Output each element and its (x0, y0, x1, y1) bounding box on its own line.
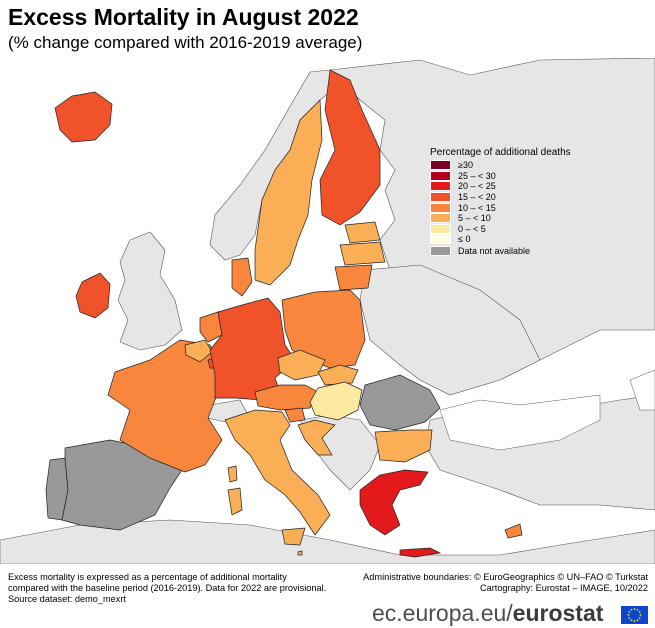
map-legend: Percentage of additional deaths ≥30 25 –… (430, 147, 571, 257)
legend-label: 25 – < 30 (458, 170, 496, 181)
sardinia (227, 487, 243, 516)
bulgaria (374, 429, 433, 463)
crete (399, 547, 442, 558)
romania (359, 374, 441, 431)
legend-item: 25 – < 30 (430, 170, 571, 182)
cyprus (504, 523, 523, 539)
legend-label: 15 – < 20 (458, 192, 496, 203)
legend-swatch (430, 213, 451, 224)
europe-map (0, 58, 655, 564)
brand-name: eurostat (512, 600, 604, 626)
sicily (281, 527, 306, 546)
finland (319, 69, 381, 226)
italy (224, 409, 331, 536)
netherlands (199, 311, 223, 343)
malta (297, 550, 303, 556)
ukraine-belarus-land (359, 264, 541, 396)
france (107, 339, 226, 473)
legend-swatch (430, 223, 451, 234)
legend-item: 5 – < 10 (430, 213, 571, 224)
legend-swatch (430, 192, 451, 203)
legend-label: 0 – < 5 (458, 223, 486, 234)
legend-item: 15 – < 20 (430, 192, 571, 203)
map-subtitle: (% change compared with 2016-2019 averag… (8, 33, 363, 52)
legend-swatch (430, 181, 451, 192)
legend-label: Data not available (458, 246, 531, 257)
lithuania (334, 264, 373, 291)
greece (359, 469, 429, 536)
legend-label: 10 – < 15 (458, 202, 496, 213)
legend-item: 20 – < 25 (430, 181, 571, 192)
iceland (54, 91, 113, 143)
legend-item: ≥30 (430, 160, 571, 171)
legend-item: Data not available (430, 246, 571, 257)
corsica (227, 465, 238, 483)
legend-title: Percentage of additional deaths (430, 147, 571, 158)
legend-item: 10 – < 15 (430, 202, 571, 213)
map-title: Excess Mortality in August 2022 (8, 4, 359, 30)
inland-seas (439, 369, 655, 451)
legend-item: 0 – < 5 (430, 223, 571, 235)
boundaries-credit: Administrative boundaries: © EuroGeograp… (363, 572, 648, 582)
legend-swatch (430, 234, 451, 245)
eurostat-link[interactable]: ec.europa.eu/eurostat (372, 600, 603, 627)
legend-label: 5 – < 10 (458, 213, 491, 224)
sweden (254, 99, 323, 286)
latvia (339, 241, 386, 266)
croatia (297, 419, 336, 456)
uk-land (117, 231, 183, 351)
footnote: Excess mortality is expressed as a perce… (8, 572, 353, 606)
slovakia (317, 364, 359, 386)
ireland (75, 272, 111, 319)
footnote-line: Excess mortality is expressed as a perce… (8, 572, 287, 582)
source-dataset: Source dataset: demo_mexrt (8, 594, 126, 605)
legend-swatch (430, 246, 451, 257)
footnote-line: compared with the baseline period (2016-… (8, 583, 327, 594)
legend-label: 20 – < 25 (458, 181, 496, 192)
denmark (231, 257, 253, 297)
legend-swatch (430, 202, 451, 213)
poland (281, 289, 366, 369)
site-url: ec.europa.eu/ (372, 600, 513, 626)
north-africa-land (0, 519, 655, 564)
non-eu-land (0, 58, 655, 564)
black-sea (439, 394, 601, 451)
caspian-area (629, 369, 655, 411)
czechia (277, 349, 326, 381)
estonia (344, 221, 381, 244)
legend-swatch (430, 170, 451, 181)
slovenia (284, 407, 306, 423)
legend-item: ≤ 0 (430, 234, 571, 245)
legend-label: ≤ 0 (458, 234, 471, 245)
eu-flag-icon (621, 606, 648, 624)
eu-countries (45, 69, 523, 558)
belgium (184, 339, 213, 363)
hungary (309, 381, 363, 421)
cartography-credit: Cartography: Eurostat – IMAGE, 10/2022 (479, 583, 648, 594)
legend-swatch (430, 160, 451, 171)
credits: Administrative boundaries: © EuroGeograp… (350, 572, 648, 594)
legend-label: ≥30 (458, 160, 473, 171)
